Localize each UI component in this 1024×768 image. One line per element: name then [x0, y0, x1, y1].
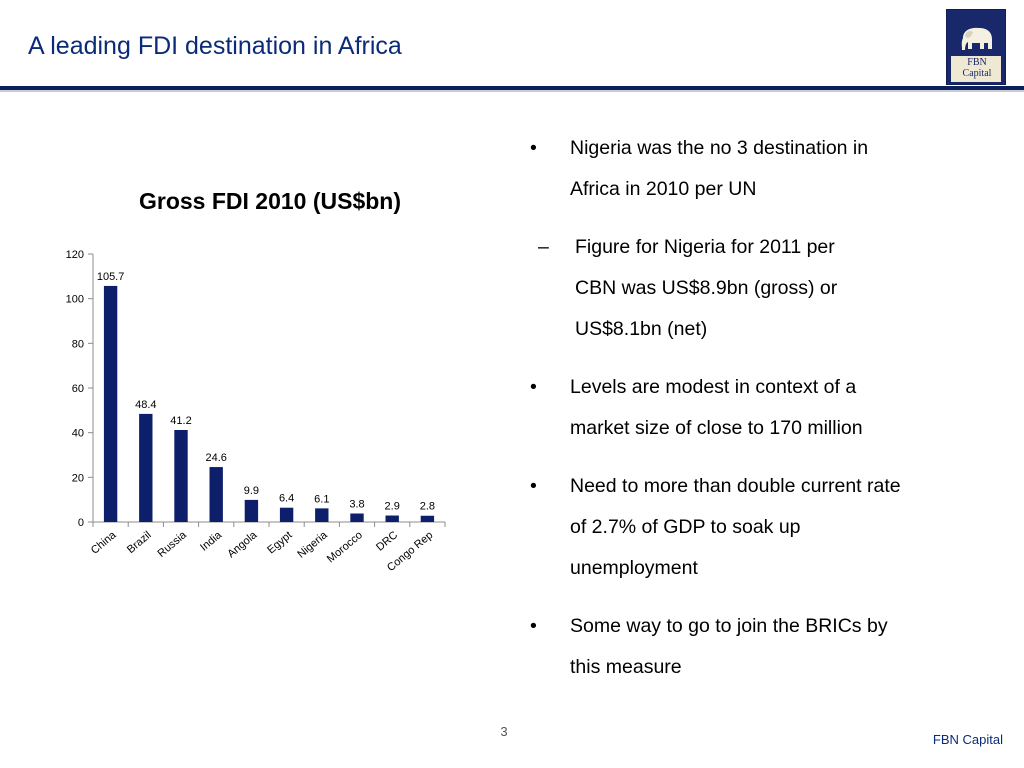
data-label: 105.7	[97, 271, 125, 283]
bullet-marker: •	[530, 137, 537, 159]
data-label: 2.9	[385, 501, 400, 513]
bullet-item: • Need to more than double current rate …	[530, 466, 990, 589]
elephant-icon	[961, 27, 992, 50]
bar	[209, 467, 223, 522]
bullet-marker: •	[530, 615, 537, 637]
bullet-item: • Some way to go to join the BRICs by th…	[530, 606, 990, 688]
bullet-line: market size of close to 170 million	[570, 417, 863, 439]
bullet-item: • Nigeria was the no 3 destination in Af…	[530, 128, 990, 210]
bar	[350, 513, 364, 522]
y-tick-label: 60	[72, 383, 84, 395]
sub-bullet-item: – Figure for Nigeria for 2011 per CBN wa…	[490, 227, 990, 350]
bullet-marker: •	[530, 475, 537, 497]
bar	[315, 508, 329, 522]
y-tick-label: 100	[66, 294, 84, 306]
category-label: Angola	[225, 529, 260, 561]
bullet-line: this measure	[570, 656, 682, 678]
bar	[420, 515, 435, 522]
bullet-list: • Nigeria was the no 3 destination in Af…	[530, 128, 990, 705]
bullet-line: unemployment	[570, 557, 698, 579]
bullet-line: Need to more than double current rate	[570, 475, 901, 497]
bar	[103, 285, 118, 522]
y-tick-label: 120	[66, 249, 84, 261]
category-label: Brazil	[125, 529, 154, 556]
data-label: 6.4	[279, 493, 294, 505]
bullet-line: of 2.7% of GDP to soak up	[570, 516, 801, 538]
data-label: 24.6	[205, 452, 226, 464]
bar	[139, 413, 153, 522]
bar	[385, 515, 399, 522]
logo-panel: FBN Capital	[951, 56, 1001, 82]
category-label: Egypt	[265, 529, 294, 556]
bar	[174, 429, 188, 522]
sub-bullet-marker: –	[538, 236, 549, 258]
y-tick-label: 80	[72, 338, 84, 350]
sub-bullet-line: CBN was US$8.9bn (gross) or	[575, 277, 838, 299]
logo-line-1: FBN	[967, 57, 987, 68]
data-label: 9.9	[244, 485, 259, 497]
category-label: India	[198, 529, 225, 554]
bullet-item: • Levels are modest in context of a mark…	[530, 367, 990, 449]
data-label: 3.8	[349, 499, 364, 511]
bullet-marker: •	[530, 376, 537, 398]
sub-bullet-line: Figure for Nigeria for 2011 per	[575, 236, 835, 258]
data-label: 48.4	[135, 399, 156, 411]
bar	[244, 499, 259, 522]
y-tick-label: 20	[72, 472, 84, 484]
bullet-line: Some way to go to join the BRICs by	[570, 615, 888, 637]
bullet-line: Nigeria was the no 3 destination in	[570, 137, 869, 159]
fdi-bar-chart: 0 20 40 60 80 100 120 105.7 China 48.4 Brazil 41.2 R…	[66, 249, 446, 574]
y-tick-label: 0	[78, 517, 84, 529]
sub-bullet-line: US$8.1bn (net)	[575, 318, 708, 340]
category-label: Russia	[155, 529, 189, 560]
header-divider-shadow	[0, 90, 1024, 92]
footer-brand: FBN Capital	[932, 732, 1003, 747]
header-divider	[0, 86, 1024, 90]
category-label: DRC	[374, 529, 400, 554]
data-label: 41.2	[170, 415, 191, 427]
slide-title: A leading FDI destination in Africa	[28, 32, 402, 60]
company-logo: FBN Capital	[946, 9, 1006, 85]
data-label: 6.1	[314, 493, 329, 505]
bullet-line: Africa in 2010 per UN	[570, 178, 757, 200]
page-number: 3	[500, 724, 508, 739]
chart-title: Gross FDI 2010 (US$bn)	[138, 188, 402, 214]
bar	[279, 507, 294, 522]
data-label: 2.8	[420, 501, 435, 513]
logo-line-2: Capital	[962, 68, 992, 79]
category-label: Morocco	[325, 529, 365, 565]
bullet-line: Levels are modest in context of a	[570, 376, 857, 398]
category-label: China	[89, 529, 119, 557]
y-tick-label: 40	[72, 428, 84, 440]
